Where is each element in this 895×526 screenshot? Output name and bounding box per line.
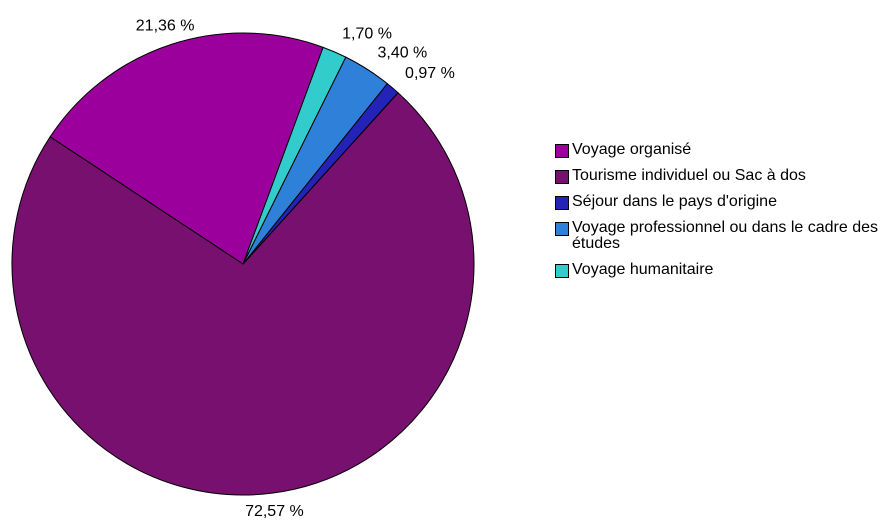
legend-swatch (555, 264, 569, 278)
legend-item: Tourisme individuel ou Sac à dos (555, 168, 890, 184)
legend-label: Voyage organisé (572, 141, 692, 158)
data-label: 21,36 % (136, 18, 195, 35)
legend: Voyage organisé Tourisme individuel ou Sa… (555, 142, 890, 288)
legend-item: Voyage organisé (555, 142, 890, 158)
data-label: 3,40 % (377, 44, 427, 61)
legend-swatch (555, 170, 569, 184)
pie-slice (49, 32, 324, 265)
legend-item: Voyage humanitaire (555, 262, 890, 278)
pie-slice (242, 46, 347, 265)
legend-swatch (555, 196, 569, 210)
data-label: 1,70 % (342, 26, 392, 43)
legend-item: Séjour dans le pays d'origine (555, 194, 890, 210)
legend-swatch (555, 144, 569, 158)
legend-item: Voyage professionnel ou dans le cadre de… (555, 220, 890, 252)
legend-swatch (555, 222, 569, 236)
pie-slice (11, 92, 475, 496)
data-label: 0,97 % (405, 65, 455, 82)
legend-label: Tourisme individuel ou Sac à dos (572, 167, 806, 184)
legend-label: Voyage professionnel ou dans le cadre de… (572, 219, 878, 252)
legend-label: Séjour dans le pays d'origine (572, 193, 777, 210)
data-label: 72,57 % (245, 503, 304, 520)
legend-label: Voyage humanitaire (572, 261, 714, 278)
